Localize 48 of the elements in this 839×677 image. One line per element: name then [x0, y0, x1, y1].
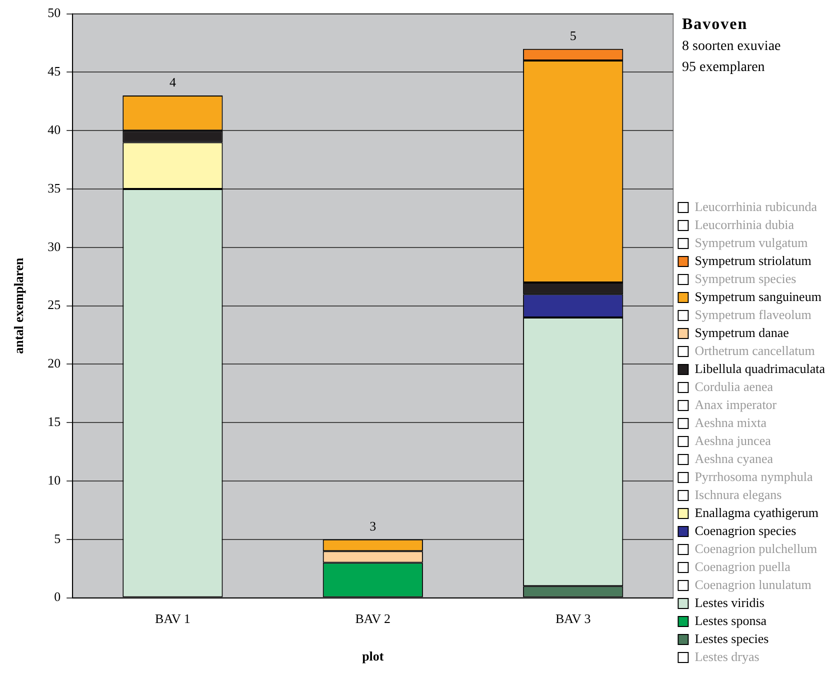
legend-label: Lestes viridis — [694, 594, 764, 610]
legend-label: Aeshna mixta — [694, 414, 767, 430]
x-tick-label: BAV 1 — [155, 611, 190, 626]
annotation: 3 — [370, 518, 376, 534]
legend-label: Enallagma cyathigerum — [694, 504, 819, 520]
legend-label: Coenagrion species — [694, 522, 796, 538]
legend-label: Sympetrum species — [694, 270, 796, 286]
y-tick-label: 20 — [48, 356, 61, 371]
y-tick-label: 40 — [48, 122, 61, 138]
legend-label: Orthetrum cancellatum — [694, 342, 815, 358]
y-tick-label: 25 — [48, 297, 61, 312]
x-tick-label: BAV 2 — [355, 611, 391, 626]
y-tick-label: 35 — [48, 180, 61, 196]
legend-label: Pyrrhosoma nymphula — [694, 468, 813, 484]
y-tick-label: 50 — [48, 5, 61, 20]
legend-label: Leucorrhinia dubia — [694, 216, 794, 232]
legend-label: Aeshna cyanea — [694, 450, 774, 466]
annotation: 5 — [570, 28, 576, 43]
y-tick-label: 15 — [48, 414, 61, 430]
legend-label: Coenagrion puella — [694, 558, 791, 574]
y-axis-title: antal exemplaren — [11, 256, 26, 354]
y-tick-label: 30 — [48, 238, 61, 254]
legend-label: Lestes sponsa — [694, 612, 767, 628]
text: 8 soorten exuviae — [682, 39, 781, 55]
legend-label: Sympetrum sanguineum — [694, 288, 822, 304]
legend-label: Ischnura elegans — [694, 486, 782, 502]
annotation: 4 — [169, 74, 176, 90]
text: 95 exemplaren — [682, 60, 766, 76]
legend-label: Coenagrion lunulatum — [694, 576, 812, 592]
x-axis-title: plot — [362, 648, 384, 664]
y-tick-label: 5 — [54, 530, 61, 546]
legend-label: Coenagrion pulchellum — [694, 540, 818, 556]
legend-label: Sympetrum striolatum — [694, 252, 812, 268]
legend-label: Sympetrum vulgatum — [694, 234, 808, 250]
legend-label: Cordulia aenea — [694, 378, 774, 394]
y-tick-label: 10 — [48, 472, 61, 488]
text: Bavoven — [682, 16, 749, 34]
legend-label: Leucorrhinia rubicunda — [694, 198, 818, 214]
legend-label: Anax imperator — [694, 396, 778, 412]
x-tick-label: BAV 3 — [555, 611, 591, 626]
legend-label: Lestes species — [694, 630, 769, 646]
y-tick-label: 0 — [54, 589, 61, 604]
legend-label: Lestes dryas — [694, 648, 760, 664]
legend-label: Aeshna juncea — [694, 432, 772, 448]
legend-label: Sympetrum flaveolum — [694, 306, 812, 322]
y-tick-label: 45 — [48, 64, 61, 79]
legend-label: Sympetrum danae — [694, 324, 790, 340]
legend-label: Libellula quadrimaculata — [694, 360, 826, 376]
